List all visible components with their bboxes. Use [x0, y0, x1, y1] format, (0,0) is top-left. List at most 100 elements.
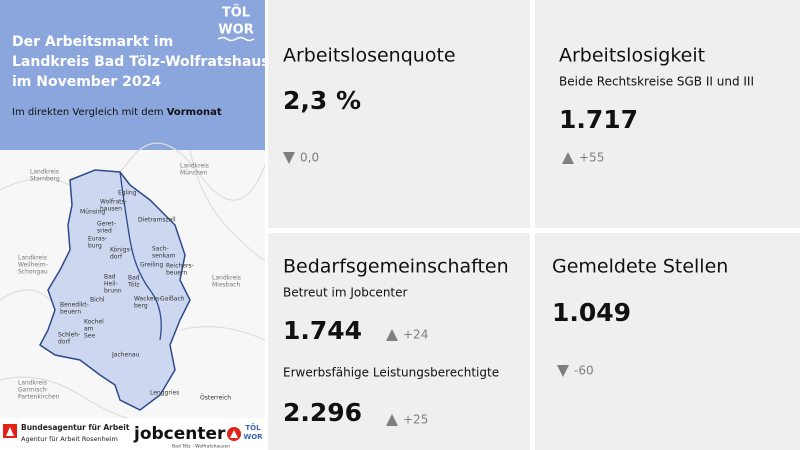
map-label: Sach-: [152, 246, 169, 253]
map-label: Wolfrats-: [100, 199, 127, 206]
card-change: +24: [403, 328, 428, 342]
map-label: Landkreis: [212, 275, 241, 282]
map-label: Dietramszell: [138, 217, 176, 224]
card-change: +55: [579, 151, 604, 165]
logo-wave: [217, 36, 255, 42]
footer-bg: [0, 418, 265, 450]
ba-name: Bundesagentur für Arbeit: [21, 423, 130, 432]
card-title: Gemeldete Stellen: [552, 256, 728, 278]
logo-text: TÖL: [245, 423, 261, 432]
map-label: Reichers-: [166, 263, 194, 270]
map-label: Königs-: [110, 247, 132, 254]
card-value: 1.744: [283, 316, 362, 345]
map-labels: LandkreisStarnbergLandkreisMünchenEgling…: [18, 163, 241, 402]
jobcenter-sub: Bad Tölz - Wolfratshausen: [172, 444, 230, 450]
trend-arrow: [386, 414, 398, 426]
card: [535, 233, 800, 450]
card-label: Erwerbsfähige Leistungsberechtigte: [283, 366, 499, 380]
map-label: Partenkirchen: [18, 394, 60, 401]
trend-arrow: [557, 365, 569, 377]
header-subtitle: Im direkten Vergleich mit dem Vormonat: [12, 107, 222, 118]
map-label: Landkreis: [30, 169, 59, 176]
map-label: Landkreis: [18, 255, 47, 262]
map-label: Landkreis: [18, 380, 47, 387]
map-label: Bad: [104, 274, 116, 281]
card-title: Arbeitslosenquote: [283, 45, 456, 67]
logo-text: WOR: [243, 433, 263, 441]
map-label: berg: [134, 303, 148, 310]
map-label: Gaißach: [160, 296, 185, 303]
card-value: 2,3 %: [283, 86, 361, 115]
map-label: München: [180, 170, 208, 177]
map-label: beuern: [60, 309, 81, 316]
card-label: Beide Rechtskreise SGB II und III: [559, 75, 754, 89]
map-label: Euras-: [88, 236, 107, 243]
card-title: Bedarfsgemeinschaften: [283, 256, 509, 278]
trend-arrow: [562, 152, 574, 164]
map-label: Benedikt-: [60, 302, 89, 309]
card-label: Betreut im Jobcenter: [283, 286, 408, 300]
card: [268, 0, 530, 228]
map-label: Greiling: [140, 262, 163, 269]
header-title: Landkreis Bad Tölz-Wolfratshausen: [12, 54, 289, 70]
map-label: hausen: [100, 206, 122, 213]
logo-text: WOR: [218, 23, 253, 38]
map-label: sried: [97, 228, 112, 235]
district-shape: [39, 169, 191, 411]
map-label: Landkreis: [180, 163, 209, 170]
card: [268, 233, 530, 450]
map-label: Wackers-: [134, 296, 161, 303]
map-label: am: [84, 326, 94, 333]
map-label: Münsing: [80, 209, 105, 216]
map-label: Garmisch-: [18, 387, 49, 394]
map-label: Tölz: [127, 282, 139, 289]
header-text: Der Arbeitsmarkt im Landkreis Bad Tölz-W…: [12, 5, 289, 119]
card-value: 2.296: [283, 398, 362, 427]
map-label: Geret-: [97, 221, 116, 228]
map-label: beuern: [166, 270, 187, 277]
trend-arrow: [283, 152, 295, 164]
map-label: Bad: [128, 275, 140, 282]
map-roads: [0, 142, 266, 421]
header-title: Der Arbeitsmarkt im: [12, 34, 173, 50]
card-change: -60: [574, 364, 594, 378]
subtitle-bold: Vormonat: [167, 107, 222, 118]
map-label: burg: [88, 243, 102, 250]
map-label: Starnberg: [30, 176, 60, 183]
map-label: Österreich: [200, 395, 231, 402]
subtitle-text: Im direkten Vergleich mit dem: [12, 107, 167, 118]
map-label: Miesbach: [212, 282, 240, 289]
card: [535, 0, 800, 228]
map-label: Kochel: [84, 319, 104, 326]
map-label: dorf: [58, 339, 71, 346]
trend-arrow: [386, 329, 398, 341]
ba-logo-mark: [6, 427, 14, 436]
map-label: dorf: [110, 254, 123, 261]
jobcenter-logo: jobcenter: [133, 424, 226, 444]
footer: Bundesagentur für Arbeit Agentur für Arb…: [3, 423, 263, 450]
map-label: Lenggries: [150, 390, 179, 397]
card-title: Arbeitslosigkeit: [559, 45, 705, 67]
header-bg: [0, 0, 265, 150]
map-label: Schleh-: [58, 332, 80, 339]
ba-agency: Agentur für Arbeit Rosenheim: [21, 435, 118, 443]
map-label: See: [84, 333, 96, 340]
card-value: 1.717: [559, 105, 638, 134]
map-label: Weilheim-: [18, 262, 48, 269]
map-label: Heil-: [104, 281, 118, 288]
jobcenter-mark-inner: [230, 430, 238, 438]
card-change: 0,0: [300, 151, 319, 165]
map-label: senkam: [152, 253, 176, 260]
map-label: Egling: [118, 190, 137, 197]
card-change: +25: [403, 413, 428, 427]
map-label: brunn: [104, 288, 122, 295]
river: [119, 171, 162, 341]
logo-text: TÖL: [222, 5, 250, 21]
card-value: 1.049: [552, 298, 631, 327]
header-title: im November 2024: [12, 74, 161, 90]
map-label: Bichl: [90, 297, 105, 304]
map-label: Schongau: [18, 269, 48, 276]
cards: Arbeitslosenquote 2,3 % 0,0 Arbeitslosigkei…: [268, 0, 800, 450]
map-label: Jachenau: [111, 352, 140, 359]
